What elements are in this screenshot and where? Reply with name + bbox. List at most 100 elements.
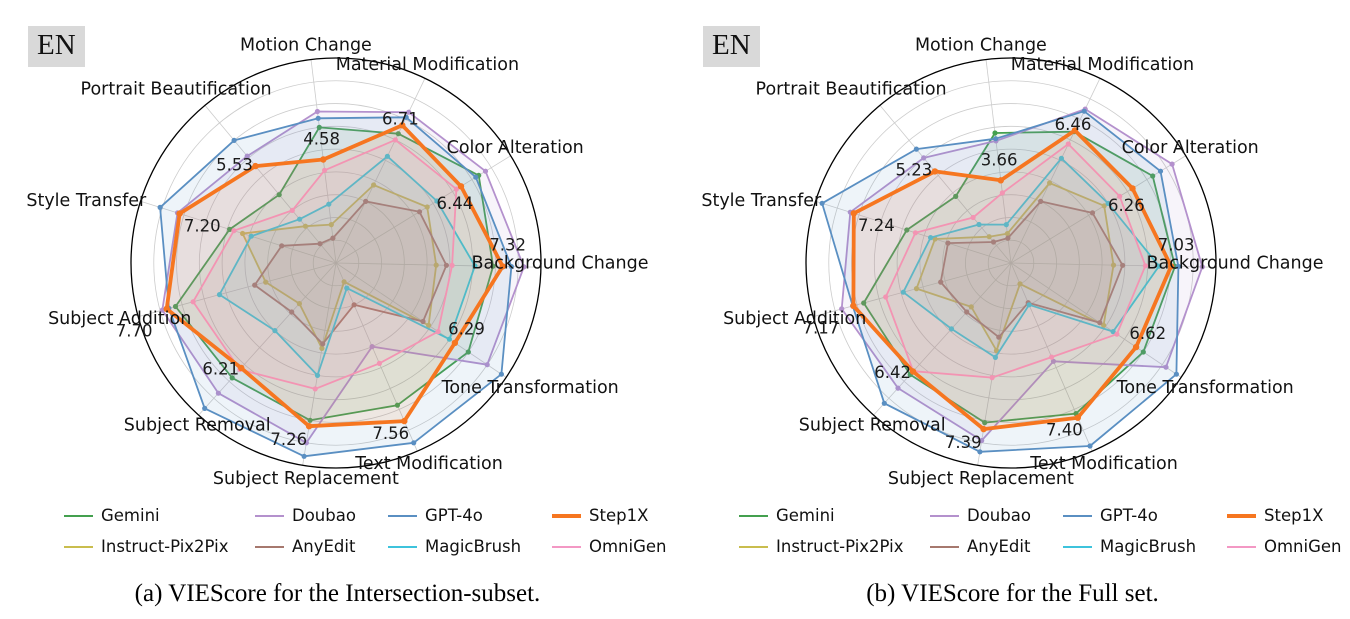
series-point — [176, 210, 183, 217]
series-point — [305, 423, 313, 430]
series-point — [850, 210, 857, 217]
series-point — [411, 440, 417, 446]
axis-label: Text Modification — [354, 454, 503, 474]
series-point — [1157, 168, 1164, 174]
series-point — [1105, 200, 1111, 206]
series-point — [449, 262, 455, 268]
value-annotation: 3.66 — [981, 150, 1018, 169]
axis-label: Material Modification — [336, 55, 519, 75]
series-point — [416, 209, 423, 215]
series-point — [279, 243, 285, 249]
series-point — [263, 279, 269, 285]
series-point — [248, 233, 254, 239]
value-annotation: 7.26 — [270, 430, 307, 449]
grid-ring — [244, 171, 428, 355]
legend-swatch — [64, 545, 93, 548]
series-point — [341, 279, 347, 285]
legend-swatch — [388, 514, 417, 517]
series-point — [1081, 108, 1087, 114]
series-point — [457, 183, 465, 190]
figure-panel-a: Motion Change Material Modification Color … — [26, 26, 667, 607]
series-point — [1101, 322, 1107, 328]
series-point — [904, 227, 910, 233]
series-point — [1173, 371, 1179, 377]
legend-swatch — [739, 514, 768, 517]
series-line-GPT-4o — [159, 116, 513, 458]
legend-swatch — [930, 545, 959, 548]
series-point — [190, 299, 196, 305]
series-point — [384, 153, 390, 159]
series-fill-Doubao — [841, 109, 1203, 441]
legend-swatch — [1227, 513, 1256, 518]
series-point — [977, 449, 983, 455]
grid-ring — [942, 194, 1080, 332]
grid-spoke — [335, 78, 426, 264]
axis-label: Background Change — [472, 254, 649, 274]
legend-item-OmniGen: OmniGen — [1227, 536, 1342, 556]
series-point — [240, 230, 246, 237]
series-point — [993, 136, 999, 142]
series-point — [303, 440, 309, 446]
series-point — [1004, 231, 1010, 237]
axis-label: Style Transfer — [701, 191, 822, 211]
legend-label: Step1X — [589, 506, 649, 525]
series-point — [1169, 161, 1175, 167]
legend-swatch — [255, 545, 284, 548]
value-annotation: 6.42 — [874, 363, 911, 382]
series-point — [909, 368, 917, 375]
series-point — [371, 182, 377, 188]
grid-ring — [896, 148, 1126, 378]
grid-spoke — [335, 155, 511, 264]
series-point — [317, 241, 323, 247]
series-point — [861, 300, 867, 306]
legend-item-Doubao: Doubao — [930, 505, 1031, 525]
series-point — [1150, 173, 1156, 179]
axis-label: Subject Replacement — [213, 469, 399, 489]
axis-label: Subject Replacement — [888, 469, 1074, 489]
series-point — [326, 201, 332, 207]
series-point — [316, 124, 322, 130]
series-point — [163, 305, 170, 313]
series-point — [1199, 264, 1205, 270]
series-point — [435, 329, 441, 335]
series-line-MagicBrush — [218, 155, 476, 377]
legend-swatch — [255, 514, 284, 517]
axis-label: Subject Removal — [124, 416, 271, 436]
series-point — [1058, 155, 1064, 161]
series-line-OmniGen — [884, 143, 1147, 379]
series-line-GPT-4o — [821, 110, 1180, 453]
grid-spoke — [198, 262, 337, 416]
grid-ring — [987, 239, 1035, 287]
legend-label: MagicBrush — [1100, 537, 1197, 556]
axis-label: Style Transfer — [26, 191, 147, 211]
legend-label: GPT-4o — [425, 506, 483, 525]
series-point — [351, 302, 357, 308]
legend-label: OmniGen — [589, 537, 667, 556]
series-fill-Instruct-Pix2Pix — [916, 183, 1114, 351]
series-point — [322, 167, 328, 173]
series-point — [330, 235, 336, 241]
legend-swatch — [388, 545, 417, 548]
series-point — [344, 285, 350, 291]
series-point — [307, 417, 313, 423]
series-point — [499, 263, 506, 270]
legend-item-Doubao: Doubao — [255, 505, 356, 525]
series-point — [451, 339, 459, 347]
series-point — [992, 130, 998, 136]
legend-item-Step1X: Step1X — [552, 505, 648, 525]
legend-item-AnyEdit: AnyEdit — [255, 536, 355, 556]
grid-spoke — [985, 59, 1012, 264]
legend-swatch — [1063, 545, 1092, 548]
series-point — [376, 360, 382, 366]
panel-caption: (b) VIEScore for the Full set. — [866, 580, 1159, 607]
grid-ring — [176, 103, 496, 423]
axis-label: Portrait Beautification — [81, 79, 272, 99]
series-point — [508, 264, 514, 270]
series-line-Step1X — [164, 123, 505, 429]
legend-label: AnyEdit — [292, 537, 356, 556]
series-point — [979, 437, 985, 444]
series-point — [392, 137, 398, 143]
panel-caption: (a) VIEScore for the Intersection-subset… — [134, 580, 541, 607]
legend-item-GPT-4o: GPT-4o — [388, 505, 483, 525]
